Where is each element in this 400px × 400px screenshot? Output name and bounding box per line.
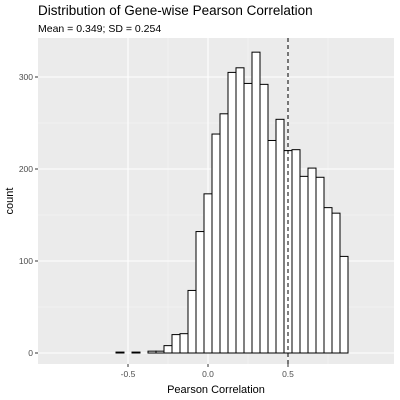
histogram-bar: [155, 350, 165, 354]
histogram-bar: [131, 351, 141, 354]
histogram-bar: [147, 350, 157, 354]
histogram-bar: [179, 333, 189, 354]
y-tick-label: 100: [19, 256, 33, 266]
histogram-bar: [315, 176, 325, 354]
histogram-bar: [203, 193, 213, 354]
x-axis-label: Pearson Correlation: [167, 384, 265, 396]
histogram-bar: [299, 175, 309, 354]
chart-title: Distribution of Gene-wise Pearson Correl…: [38, 3, 313, 18]
histogram-bar: [259, 83, 269, 354]
x-axis: -0.5 0.0 0.5: [121, 364, 294, 379]
y-tick-label: 300: [19, 72, 33, 82]
x-tick-label: 0.5: [282, 369, 294, 379]
histogram-bar: [195, 231, 205, 354]
histogram-bars: [115, 51, 349, 354]
histogram-bar: [171, 334, 181, 354]
histogram-bar: [227, 71, 237, 354]
x-tick-label: -0.5: [121, 369, 136, 379]
histogram-bar: [235, 67, 245, 354]
histogram-bar: [267, 139, 277, 354]
histogram-bar: [115, 351, 125, 354]
histogram-bar: [275, 118, 285, 354]
x-tick-label: 0.0: [202, 369, 214, 379]
y-axis: 0 100 200 300: [19, 72, 38, 358]
histogram-bar: [323, 207, 333, 354]
y-tick-label: 0: [28, 348, 33, 358]
histogram-bar: [163, 345, 173, 354]
histogram-bar: [243, 82, 253, 354]
histogram-bar: [187, 289, 197, 354]
histogram-bar: [219, 113, 229, 354]
histogram-bar: [339, 255, 349, 354]
chart-subtitle: Mean = 0.349; SD = 0.254: [38, 23, 161, 35]
histogram-bar: [291, 149, 301, 354]
histogram-bar: [211, 133, 221, 354]
histogram-bar: [251, 51, 261, 354]
y-tick-label: 200: [19, 164, 33, 174]
y-axis-label: count: [4, 188, 16, 215]
histogram-bar: [331, 212, 341, 354]
histogram-bar: [307, 167, 317, 354]
